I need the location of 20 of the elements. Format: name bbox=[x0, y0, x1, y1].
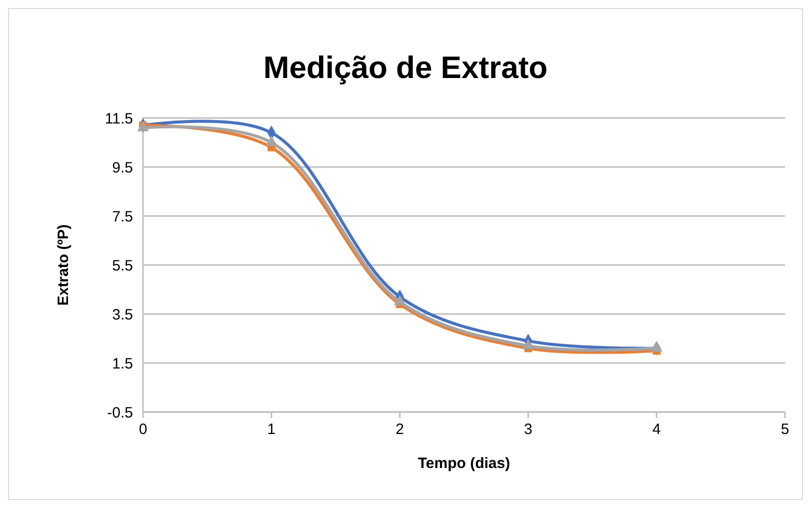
y-tick-label: 5.5 bbox=[112, 257, 133, 274]
x-tick-label: 2 bbox=[396, 421, 404, 438]
x-tick-label: 4 bbox=[652, 421, 661, 438]
point bbox=[650, 342, 662, 352]
y-axis-title: Extrato (ºP) bbox=[55, 224, 72, 306]
point bbox=[394, 294, 406, 306]
chart-title: Medição de Extrato bbox=[263, 50, 548, 85]
y-tick-label: 11.5 bbox=[104, 110, 133, 128]
x-tick-label: 5 bbox=[780, 421, 790, 438]
point bbox=[266, 136, 278, 146]
y-tick-label: 7.5 bbox=[112, 208, 133, 226]
x-tick-label: 0 bbox=[138, 421, 148, 438]
x-tick-label: 1 bbox=[267, 421, 276, 438]
x-axis-title: Tempo (dias) bbox=[418, 455, 510, 472]
y-tick-label: 1.5 bbox=[112, 355, 133, 372]
y-tick-label: -0.5 bbox=[107, 404, 133, 422]
x-tick-label: 3 bbox=[524, 421, 532, 438]
point bbox=[522, 339, 534, 350]
y-tick-label: 3.5 bbox=[112, 306, 133, 324]
y-tick-label: 9.5 bbox=[112, 159, 133, 176]
